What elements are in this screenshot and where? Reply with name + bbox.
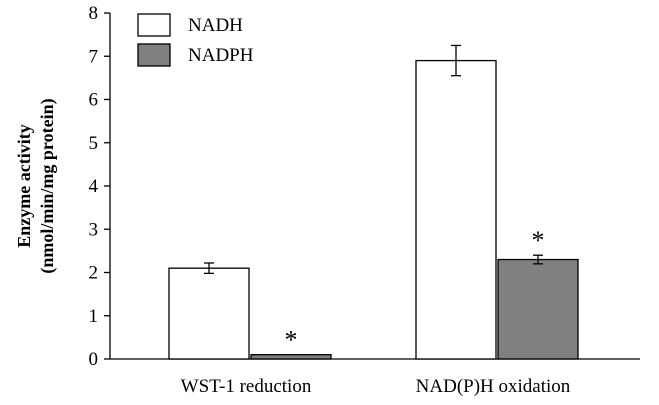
axes: 0 1 2 3 4 5 6 7 8 WST-1 reduction NAD(P)H oxidatio…	[89, 3, 640, 397]
legend: NADH NADPH	[137, 13, 254, 67]
significance-asterisk: *	[285, 326, 298, 355]
legend-swatch-nadph	[137, 43, 171, 67]
bar-nadph-0	[250, 354, 332, 360]
legend-label-nadph: NADPH	[188, 45, 254, 66]
y-tick-label: 0	[89, 349, 99, 370]
y-tick-label: 8	[89, 3, 99, 24]
y-axis-label-group: Enzyme activity (nmol/min/mg protein)	[14, 98, 58, 273]
y-tick-label: 5	[89, 133, 99, 154]
legend-label-nadh: NADH	[188, 15, 243, 36]
bar-nadh-0	[168, 267, 250, 360]
x-category-label: WST-1 reduction	[181, 376, 312, 397]
bars-group	[168, 59, 579, 360]
legend-swatch-nadh	[137, 13, 171, 37]
y-tick-label: 3	[89, 219, 99, 240]
y-axis-label-line1: Enzyme activity	[14, 124, 34, 247]
x-category-label: NAD(P)H oxidation	[416, 376, 571, 397]
error-bars-group	[204, 44, 543, 275]
y-axis-label-line2: (nmol/min/mg protein)	[37, 98, 58, 273]
y-tick-label: 4	[89, 176, 99, 197]
y-tick-label: 1	[89, 306, 99, 327]
y-tick-label: 6	[89, 90, 99, 111]
annotations-group: **	[285, 226, 545, 354]
y-tick-label: 7	[89, 46, 99, 67]
bar-nadh-1	[415, 59, 497, 360]
y-tick-label: 2	[89, 263, 99, 284]
bar-nadph-1	[497, 258, 579, 360]
significance-asterisk: *	[532, 226, 545, 255]
